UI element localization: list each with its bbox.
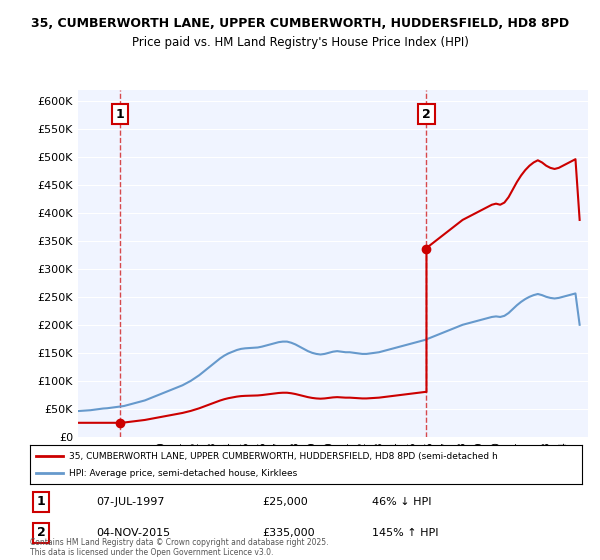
Text: Price paid vs. HM Land Registry's House Price Index (HPI): Price paid vs. HM Land Registry's House … — [131, 36, 469, 49]
Text: HPI: Average price, semi-detached house, Kirklees: HPI: Average price, semi-detached house,… — [68, 469, 297, 478]
Text: 1: 1 — [37, 496, 46, 508]
Text: 1: 1 — [116, 108, 125, 121]
Text: 07-JUL-1997: 07-JUL-1997 — [96, 497, 165, 507]
Text: £335,000: £335,000 — [262, 528, 314, 538]
Text: 04-NOV-2015: 04-NOV-2015 — [96, 528, 170, 538]
Text: 145% ↑ HPI: 145% ↑ HPI — [372, 528, 439, 538]
Text: 35, CUMBERWORTH LANE, UPPER CUMBERWORTH, HUDDERSFIELD, HD8 8PD (semi-detached h: 35, CUMBERWORTH LANE, UPPER CUMBERWORTH,… — [68, 452, 497, 461]
Text: 2: 2 — [37, 526, 46, 539]
Text: 2: 2 — [422, 108, 431, 121]
Text: 46% ↓ HPI: 46% ↓ HPI — [372, 497, 432, 507]
Text: 35, CUMBERWORTH LANE, UPPER CUMBERWORTH, HUDDERSFIELD, HD8 8PD: 35, CUMBERWORTH LANE, UPPER CUMBERWORTH,… — [31, 17, 569, 30]
Text: £25,000: £25,000 — [262, 497, 308, 507]
Text: Contains HM Land Registry data © Crown copyright and database right 2025.
This d: Contains HM Land Registry data © Crown c… — [30, 538, 329, 557]
